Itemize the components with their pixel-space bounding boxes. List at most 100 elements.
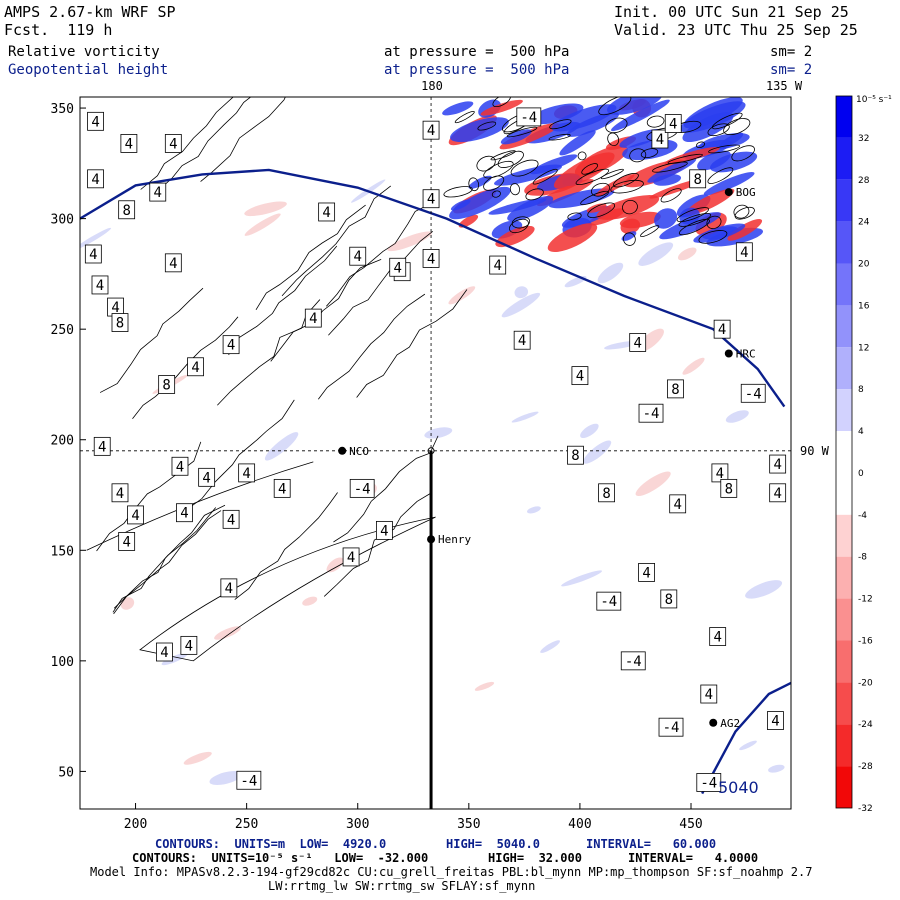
vorticity-shade-51 [596, 195, 660, 220]
init-time: Init. 00 UTC Sun 21 Sep 25 [614, 3, 849, 21]
footer-radiation-info: LW:rrtmg_lw SW:rrtmg_sw SFLAY:sf_mynn [268, 879, 536, 893]
vorticity-contour-21 [200, 97, 286, 182]
station-label-ag2: AG2 [720, 717, 740, 730]
storm-contour-0 [548, 133, 571, 141]
lon-180-label: 180 [421, 79, 443, 93]
colorbar-swatch-1 [836, 137, 852, 180]
vorticity-shade-90 [501, 292, 541, 318]
contour-label-text-20: 4 [242, 466, 250, 482]
contour-label-text-14: 4 [322, 205, 330, 221]
contour-label-17: 4 [93, 436, 111, 456]
colorbar-tick-6: 8 [858, 385, 864, 395]
x-tick-label-300: 300 [346, 817, 369, 832]
vorticity-shade-100 [302, 596, 318, 606]
valid-time: Valid. 23 UTC Thu 25 Sep 25 [614, 21, 858, 39]
contour-label-text-56: 4 [673, 497, 681, 513]
contour-label-29: 4 [342, 547, 360, 567]
contour-label-4: 8 [118, 200, 136, 220]
contour-label-text-67: 4 [669, 117, 677, 133]
vorticity-shade-55 [664, 146, 720, 165]
contour-label-text-30: 4 [225, 581, 233, 597]
vorticity-contour-14 [270, 259, 382, 362]
contour-label-56: 4 [669, 494, 687, 514]
contour-label-2: 4 [164, 134, 182, 153]
contour-label-text-61: -4 [625, 654, 642, 670]
contour-label-box-25 [176, 503, 193, 523]
storm-contour-48 [532, 168, 558, 185]
contour-label-box-27 [118, 532, 136, 551]
colorbar-swatch-11 [836, 556, 852, 599]
storm-contour-57 [678, 218, 710, 236]
vorticity-contour-18 [113, 510, 222, 615]
storm-contour-46 [454, 110, 475, 124]
vorticity-shade-96 [511, 411, 539, 423]
contour-label-text-60: 4 [713, 630, 721, 646]
y-tick-label-100: 100 [51, 655, 74, 670]
storm-contour-29 [731, 145, 755, 162]
contour-label-box-47 [713, 319, 731, 339]
contour-label-box-5 [149, 182, 167, 202]
contour-label-text-29: 4 [347, 550, 355, 566]
contour-label-18: 4 [171, 456, 189, 476]
contour-label-text-65: 4 [771, 714, 779, 730]
contour-label-box-40 [489, 255, 507, 275]
colorbar-tick-16: -32 [858, 804, 873, 814]
vorticity-shade-104 [540, 640, 561, 653]
contour-label-43: 4 [629, 333, 647, 352]
colorbar-tick-3: 20 [858, 260, 870, 270]
y-tick-label-200: 200 [51, 434, 74, 449]
vorticity-contour-13 [217, 299, 321, 406]
storm-contour-4 [476, 155, 496, 172]
contour-label-box-65 [767, 711, 784, 730]
storm-contour-55 [443, 186, 473, 198]
vorticity-shade-73 [526, 506, 541, 514]
contour-label-55: 4 [769, 483, 787, 503]
contour-label-box-66 [651, 129, 669, 149]
vorticity-shade-47 [529, 103, 584, 125]
colorbar-swatch-2 [836, 179, 852, 222]
contour-label-box-57 [638, 563, 655, 582]
contour-label-text-21: 4 [278, 481, 286, 497]
vorticity-shade-107 [264, 432, 299, 461]
vorticity-shade-88 [161, 652, 189, 666]
contour-label-text-24: 4 [131, 508, 139, 524]
height-contour-label: 5040 [718, 778, 759, 797]
colorbar-swatch-5 [836, 305, 852, 348]
contour-label-13: 4 [187, 357, 204, 377]
y-tick-label-350: 350 [51, 102, 74, 117]
vorticity-shade-105 [514, 286, 529, 299]
contour-label-box-31 [156, 642, 173, 662]
contour-label-27: 4 [118, 532, 136, 551]
contour-label-48: -4 [740, 383, 766, 403]
station-marker-ag2 [709, 718, 718, 727]
contour-label-box-28 [375, 520, 393, 540]
storm-contour-53 [622, 199, 638, 215]
vorticity-shade-79 [209, 771, 243, 786]
vorticity-shade-59 [693, 223, 746, 243]
contour-label-box-54 [769, 454, 787, 474]
vorticity-shade-81 [448, 286, 476, 305]
contour-label-text-52: 8 [602, 486, 610, 502]
storm-contour-13 [605, 117, 628, 134]
contour-label-box-61 [620, 651, 646, 671]
vorticity-shade-97 [745, 580, 783, 599]
contour-label-text-9: 4 [169, 256, 177, 272]
storm-contour-6 [640, 225, 660, 238]
contour-label-text-4: 8 [122, 203, 130, 219]
footer-model-info: Model Info: MPASv8.2.3-194-gf29cd82c CU:… [90, 865, 813, 879]
contour-label-box-41 [513, 330, 531, 350]
vorticity-contour-20 [96, 441, 202, 552]
contour-label-box-16 [304, 308, 322, 328]
contour-label-text-55: 4 [773, 486, 781, 502]
vorticity-shade-66 [566, 112, 619, 137]
vorticity-shade-64 [495, 225, 535, 248]
contour-label-box-12 [158, 375, 176, 394]
storm-contour-31 [506, 126, 538, 138]
forecast-hour: Fcst. 119 h [4, 21, 113, 39]
vorticity-contour-4 [154, 97, 252, 194]
contour-label-text-33: -4 [240, 773, 257, 789]
station-marker-hrc [724, 349, 733, 358]
colorbar-tick-13: -20 [858, 678, 873, 688]
contour-label-text-63: -4 [663, 720, 680, 736]
contour-label-box-34 [422, 120, 440, 140]
